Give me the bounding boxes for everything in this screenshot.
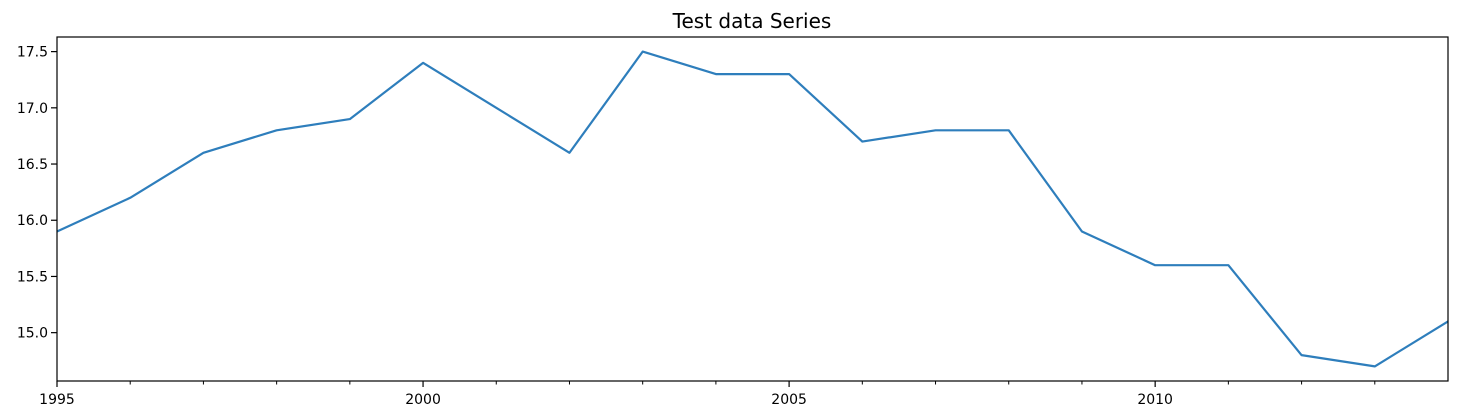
- data-point: [934, 128, 938, 132]
- y-tick-label: 15.0: [17, 326, 48, 342]
- data-point: [1007, 128, 1011, 132]
- chart-title: Test data Series: [672, 9, 832, 33]
- data-point: [494, 106, 498, 110]
- data-point: [1153, 263, 1157, 267]
- data-point: [714, 72, 718, 76]
- x-tick-label: 2000: [405, 392, 441, 408]
- data-point: [641, 50, 645, 54]
- data-point: [1226, 263, 1230, 267]
- data-point: [128, 196, 132, 200]
- plot-frame: [56, 36, 1449, 382]
- data-point: [860, 140, 864, 144]
- data-point: [275, 128, 279, 132]
- data-point: [348, 117, 352, 121]
- data-point: [1373, 364, 1377, 368]
- x-tick-label: 2010: [1137, 392, 1173, 408]
- data-point: [567, 151, 571, 155]
- x-tick-label: 1995: [39, 392, 75, 408]
- data-point: [201, 151, 205, 155]
- data-point: [787, 72, 791, 76]
- y-tick-label: 16.0: [17, 213, 48, 229]
- y-tick-label: 15.5: [17, 269, 48, 285]
- data-point: [421, 61, 425, 65]
- axis-ticks: 15.0 15.5 16.0 16.5 17.0 17.5 1995 2000 2005 2010: [17, 45, 1376, 408]
- y-tick-label: 17.5: [17, 45, 48, 61]
- data-point: [1080, 229, 1084, 233]
- y-tick-label: 17.0: [17, 101, 48, 117]
- data-point: [1300, 353, 1304, 357]
- series-layer: [56, 50, 1449, 368]
- y-tick-label: 16.5: [17, 157, 48, 173]
- series-line: [56, 50, 1449, 368]
- x-tick-label: 2005: [771, 392, 807, 408]
